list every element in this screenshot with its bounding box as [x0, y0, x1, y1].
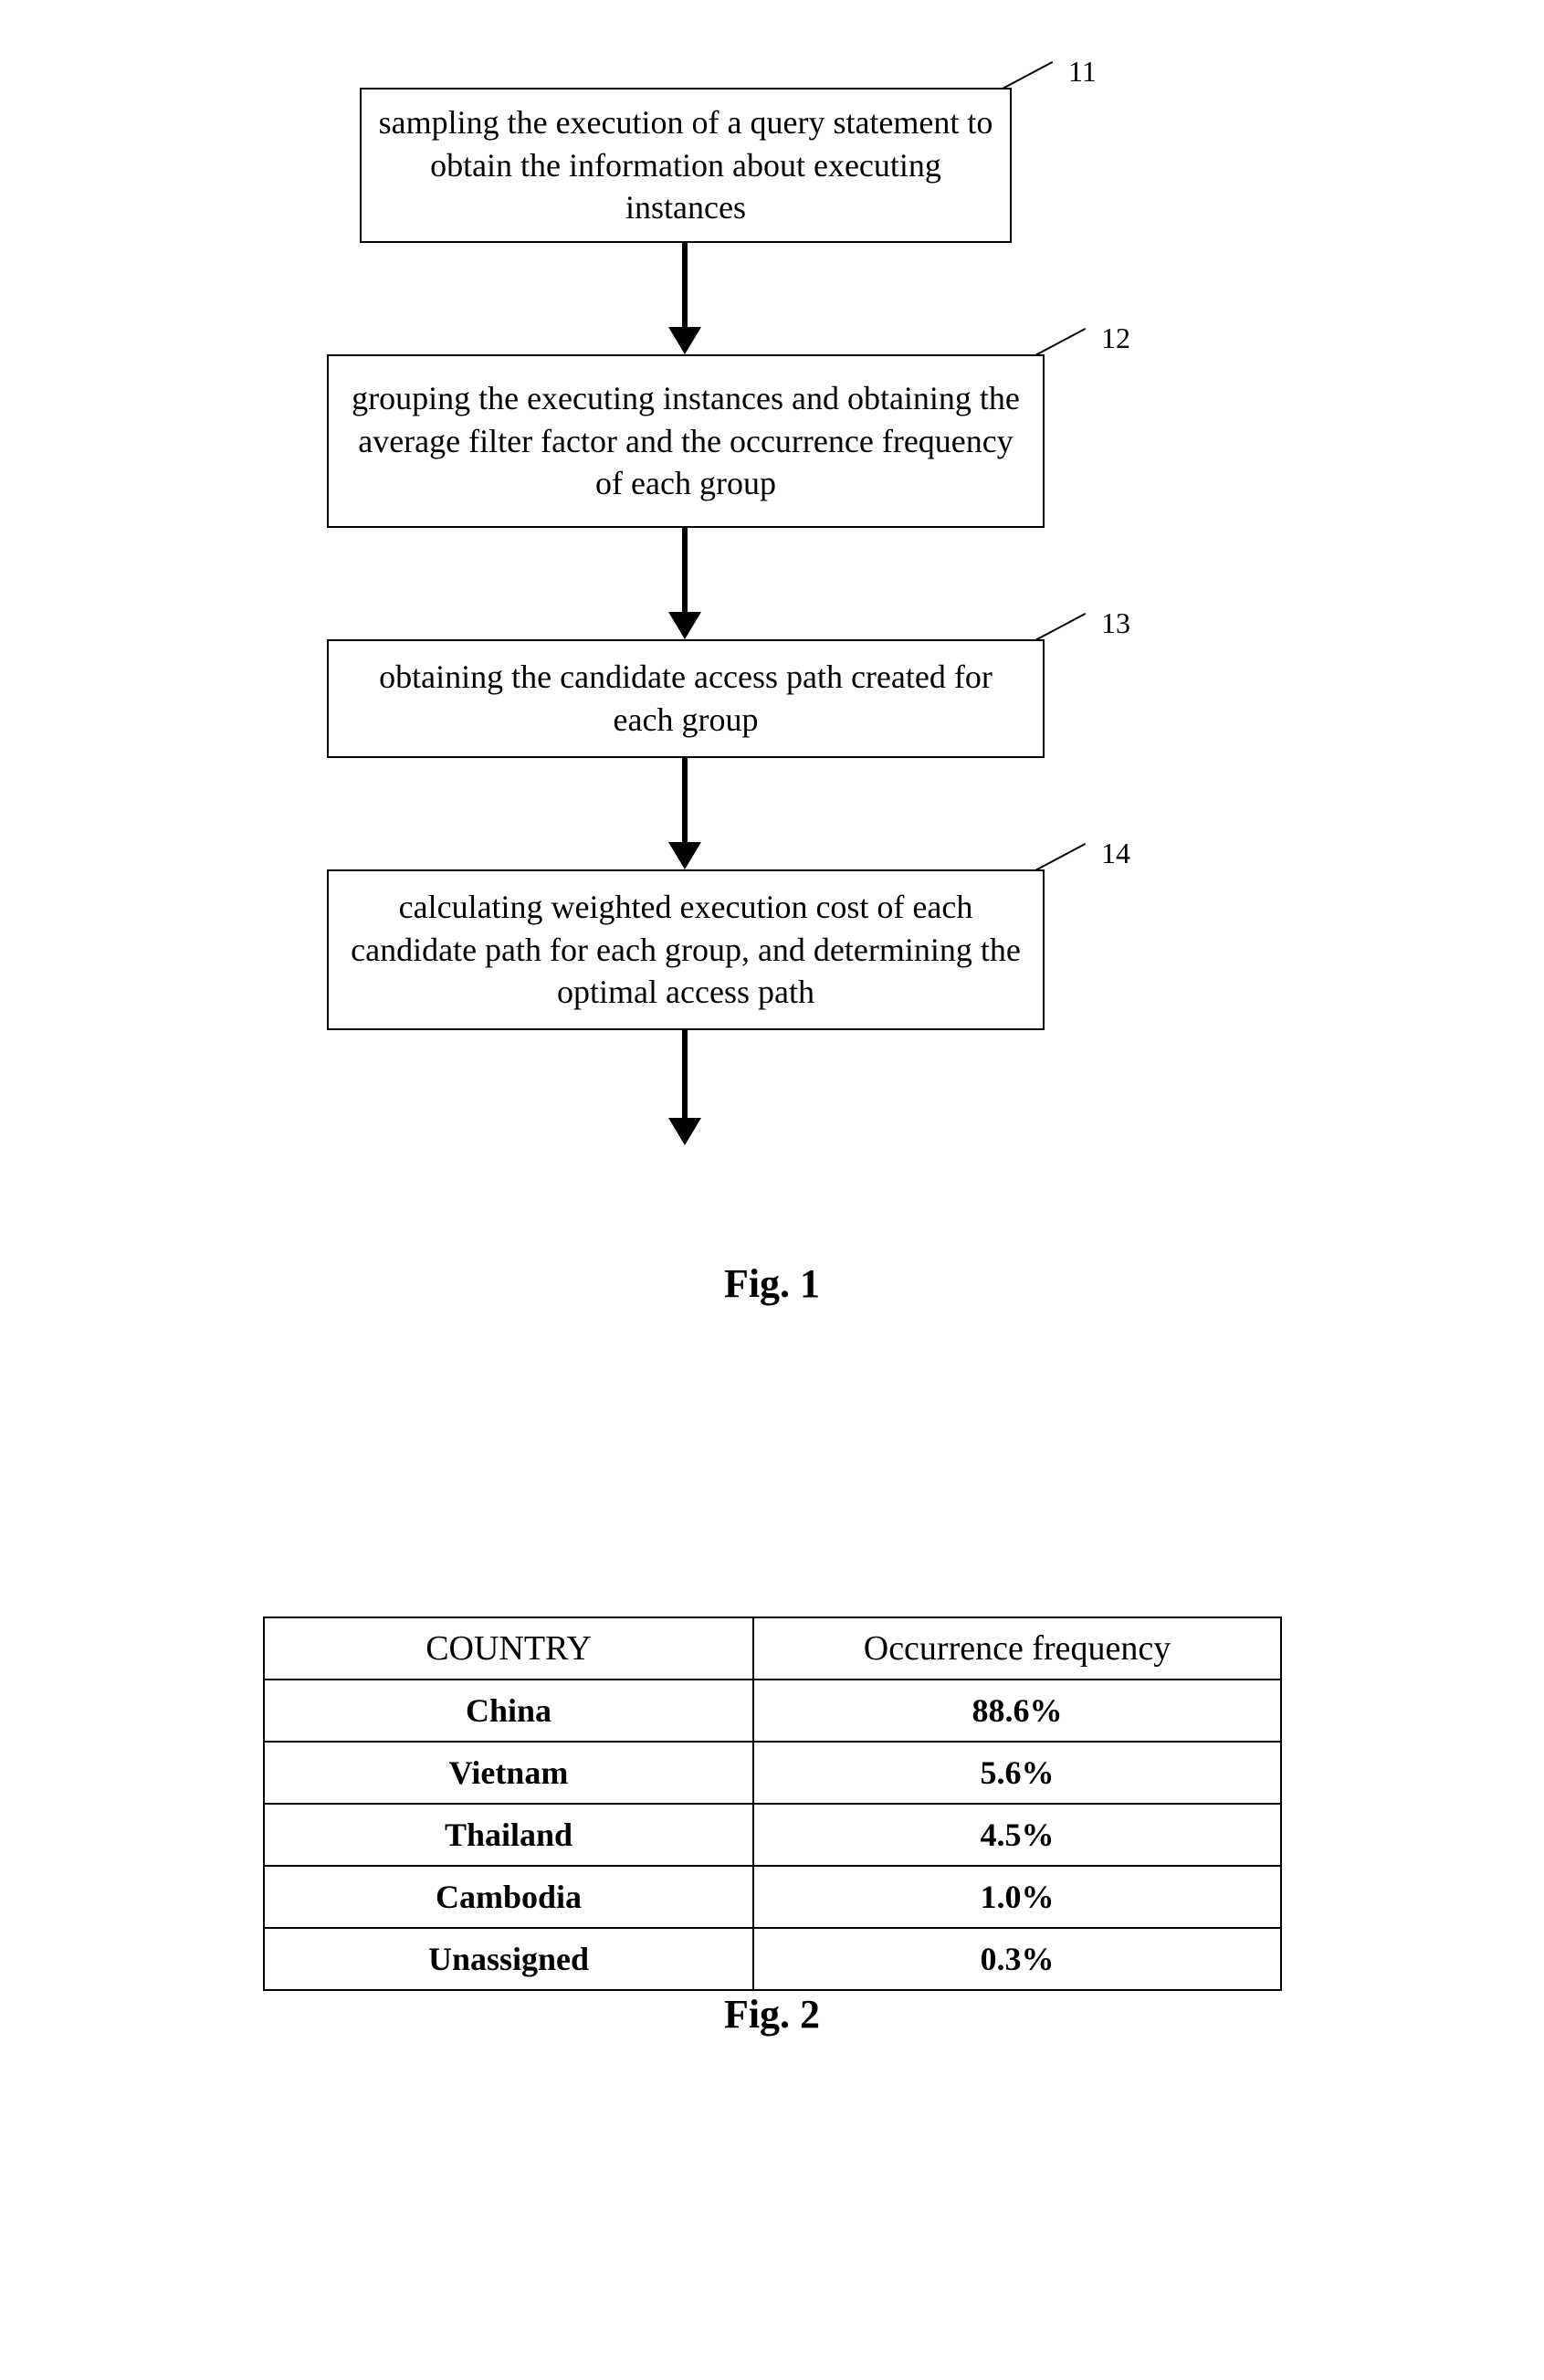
ref-tick — [1035, 613, 1087, 641]
flow-arrow-shaft — [682, 528, 688, 612]
table-row: Cambodia1.0% — [264, 1866, 1281, 1928]
flow-arrow-shaft — [682, 758, 688, 842]
table-cell: 88.6% — [753, 1680, 1281, 1742]
table-row: Thailand4.5% — [264, 1804, 1281, 1866]
flow-step-12: grouping the executing instances and obt… — [327, 354, 1045, 528]
fig2-caption: Fig. 2 — [0, 1991, 1544, 2038]
table-cell: Thailand — [264, 1804, 753, 1866]
flow-arrow-head-icon — [668, 1118, 701, 1145]
flow-arrow-head-icon — [668, 612, 701, 639]
table-cell: 5.6% — [753, 1742, 1281, 1804]
flow-step-ref: 14 — [1101, 837, 1130, 870]
table-cell: Vietnam — [264, 1742, 753, 1804]
flow-step-14: calculating weighted execution cost of e… — [327, 869, 1045, 1030]
occurrence-frequency-table: COUNTRYOccurrence frequencyChina88.6%Vie… — [263, 1617, 1282, 1991]
table-cell: Cambodia — [264, 1866, 753, 1928]
flow-arrow-head-icon — [668, 842, 701, 869]
flow-step-ref: 11 — [1068, 55, 1097, 89]
flow-step-ref: 13 — [1101, 606, 1130, 640]
table-header-cell: Occurrence frequency — [753, 1617, 1281, 1680]
table-cell: Unassigned — [264, 1928, 753, 1990]
table-header-cell: COUNTRY — [264, 1617, 753, 1680]
ref-tick — [1035, 843, 1087, 871]
flow-arrow-shaft — [682, 243, 688, 327]
flow-step-11: sampling the execution of a query statem… — [360, 88, 1012, 243]
flow-step-ref: 12 — [1101, 321, 1130, 355]
flow-step-text: calculating weighted execution cost of e… — [345, 886, 1026, 1014]
table-row: Unassigned0.3% — [264, 1928, 1281, 1990]
ref-tick — [1003, 61, 1054, 90]
table-cell: 1.0% — [753, 1866, 1281, 1928]
fig1-caption: Fig. 1 — [0, 1260, 1544, 1307]
ref-tick — [1035, 328, 1087, 356]
table-header-row: COUNTRYOccurrence frequency — [264, 1617, 1281, 1680]
flow-step-text: grouping the executing instances and obt… — [345, 377, 1026, 505]
table-cell: China — [264, 1680, 753, 1742]
flow-step-text: sampling the execution of a query statem… — [378, 101, 993, 229]
flow-arrow-head-icon — [668, 327, 701, 354]
table-cell: 4.5% — [753, 1804, 1281, 1866]
table-fig2: COUNTRYOccurrence frequencyChina88.6%Vie… — [263, 1617, 1282, 1991]
flow-step-13: obtaining the candidate access path crea… — [327, 639, 1045, 758]
flow-step-text: obtaining the candidate access path crea… — [345, 656, 1026, 742]
flow-arrow-shaft — [682, 1030, 688, 1118]
table-row: China88.6% — [264, 1680, 1281, 1742]
table-row: Vietnam5.6% — [264, 1742, 1281, 1804]
table-cell: 0.3% — [753, 1928, 1281, 1990]
